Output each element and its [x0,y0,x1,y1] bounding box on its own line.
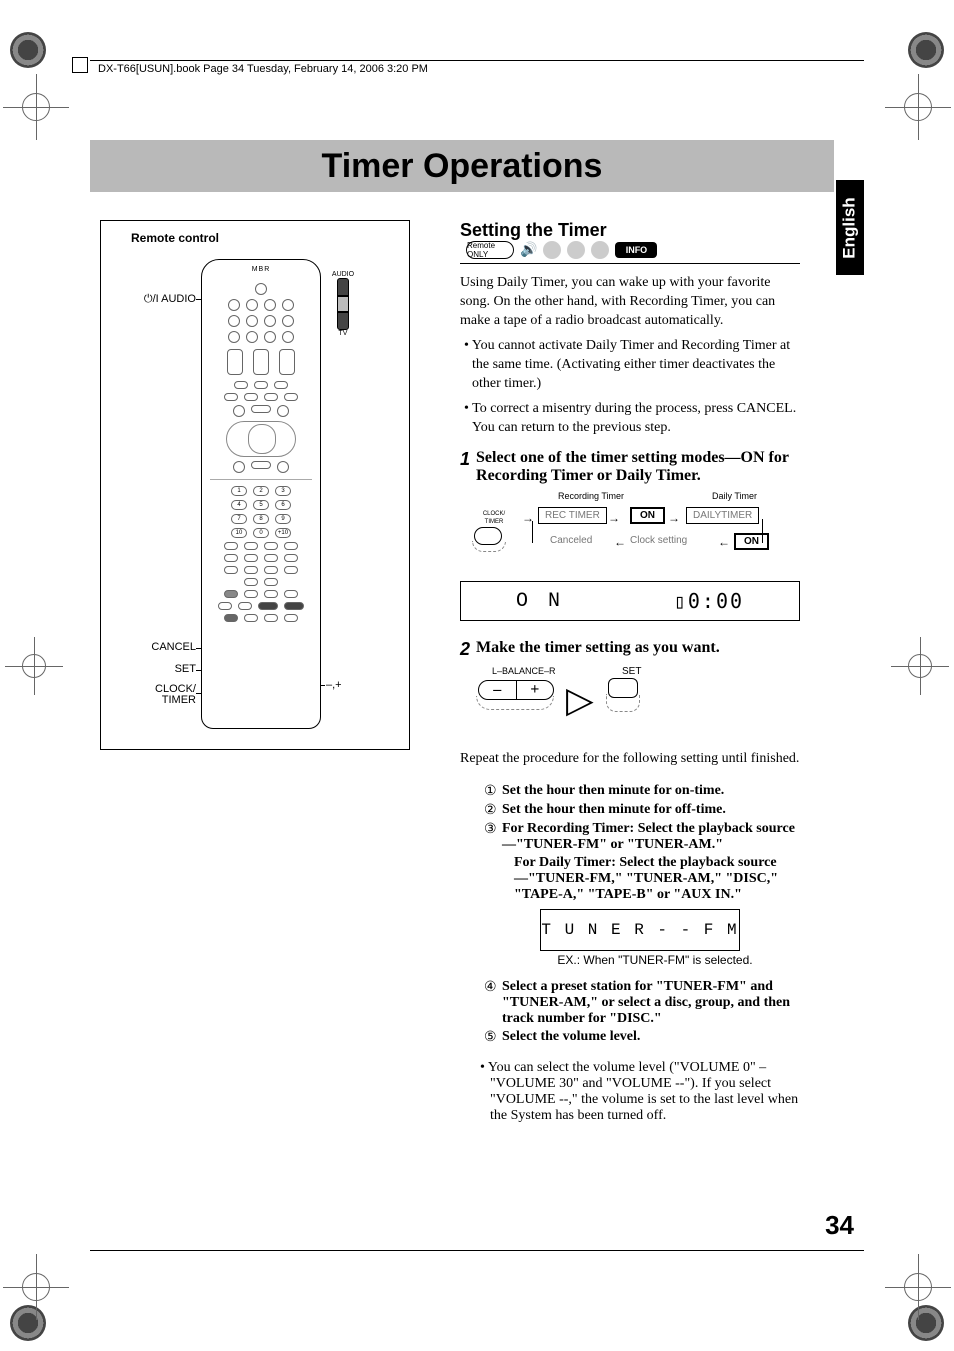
registration-mark [10,1305,46,1341]
remote-brand: MBR [202,266,320,273]
remote-only-pill: Remote ONLY [466,241,514,259]
enumerated-list-2: ④Select a preset station for "TUNER-FM" … [460,979,800,1046]
remote-body: MBR 123 456 789 100+10 [201,259,321,729]
language-tab: English [836,180,864,275]
clock-timer-button-icon: CLOCK/ TIMER [474,511,514,541]
step-2: 2 Make the timer setting as you want. [460,639,800,660]
enumerated-list: ①Set the hour then minute for on-time. ②… [460,783,800,903]
content-column: Setting the Timer Remote ONLY 🔊 INFO Usi… [460,220,800,1138]
lcd-caption: EX.: When "TUNER-FM" is selected. [510,953,800,967]
crop-mark [22,93,50,121]
mode-dot [591,241,609,259]
label-cancel: CANCEL [121,641,196,653]
info-badge: INFO [615,242,657,258]
repeat-text: Repeat the procedure for the following s… [460,750,800,769]
label-audio: ⏻/I AUDIO [121,293,196,306]
crop-mark [904,1273,932,1301]
balance-set-figure: L–BALANCE–R SET –+ ▷ [470,666,800,736]
mode-dot [567,241,585,259]
arrow-icon: ▷ [566,682,594,718]
crop-mark [22,1273,50,1301]
nav-pad [226,421,296,457]
footer-rule [90,1250,864,1251]
crop-mark [22,654,46,678]
remote-panel: Remote control ⏻/I AUDIO CANCEL SET CLOC… [100,220,410,750]
header-text: DX-T66[USUN].book Page 34 Tuesday, Febru… [98,63,428,75]
registration-mark [908,32,944,68]
registration-mark [10,32,46,68]
label-set: SET [121,663,196,675]
page-title: Timer Operations [90,140,834,192]
label-clock-timer: CLOCK/TIMER [121,684,196,706]
lcd-display-tuner: T U N E R - - F M [540,909,740,951]
flow-diagram: Recording Timer Daily Timer CLOCK/ TIMER… [480,493,800,573]
remote-title: Remote control [131,231,409,245]
registration-mark [908,1305,944,1341]
crop-mark [904,93,932,121]
section-rule [460,263,800,264]
label-minus-plus: –,+ [326,679,342,691]
mode-dot [543,241,561,259]
lcd-display: O N ▯0:00 [460,581,800,621]
crop-mark [908,654,932,678]
intro-text: Using Daily Timer, you can wake up with … [460,274,800,437]
speaker-icon: 🔊 [520,242,537,259]
section-heading: Setting the Timer [460,220,607,241]
volume-note: • You can select the volume level ("VOLU… [460,1060,800,1124]
page-number: 34 [825,1210,854,1241]
step-1: 1 Select one of the timer setting modes—… [460,449,800,485]
audio-rocker-icon: AUDIO TV [329,271,357,331]
